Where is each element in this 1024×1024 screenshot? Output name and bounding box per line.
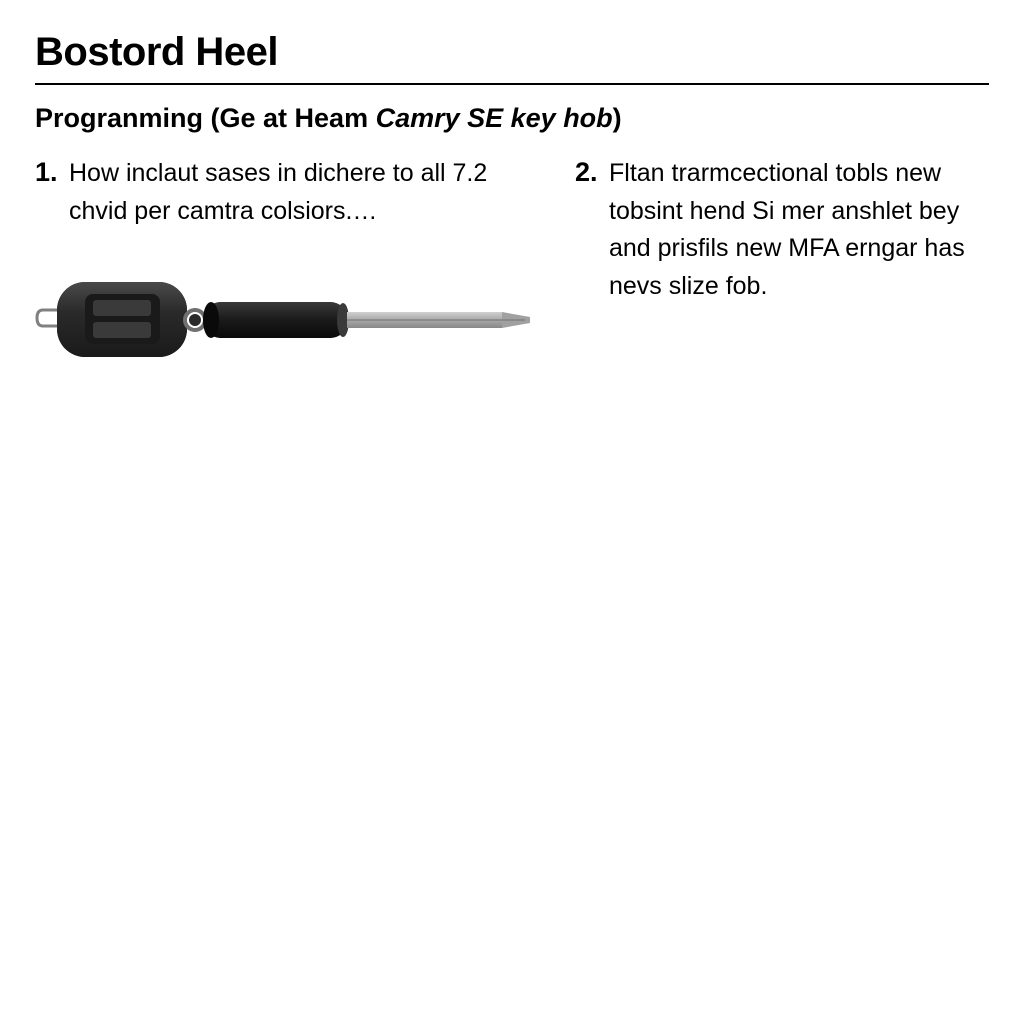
step-text: Fltan trarmcectional tobls new tobsint h…: [609, 152, 989, 305]
column-1: 1. How inclaut sases in dichere to all 7…: [35, 152, 535, 380]
column-2: 2. Fltan trarmcectional tobls new tobsin…: [575, 152, 989, 380]
subtitle-text-1: Progranming (Ge at Heam: [35, 103, 376, 133]
step-2: 2. Fltan trarmcectional tobls new tobsin…: [575, 152, 989, 305]
step-text: How inclaut sases in dichere to all 7.2 …: [69, 152, 535, 230]
key-fob-illustration: [35, 260, 535, 380]
subtitle: Progranming (Ge at Heam Camry SE key hob…: [35, 103, 989, 134]
page-title: Bostord Heel: [35, 30, 989, 75]
title-divider: [35, 83, 989, 85]
step-number: 1.: [35, 152, 63, 193]
steps-columns: 1. How inclaut sases in dichere to all 7…: [35, 152, 989, 380]
key-fob-svg: [35, 260, 535, 380]
step-1: 1. How inclaut sases in dichere to all 7…: [35, 152, 535, 230]
subtitle-text-2: ): [613, 103, 622, 133]
subtitle-italic: Camry SE key hob: [376, 103, 613, 133]
step-number: 2.: [575, 152, 603, 193]
